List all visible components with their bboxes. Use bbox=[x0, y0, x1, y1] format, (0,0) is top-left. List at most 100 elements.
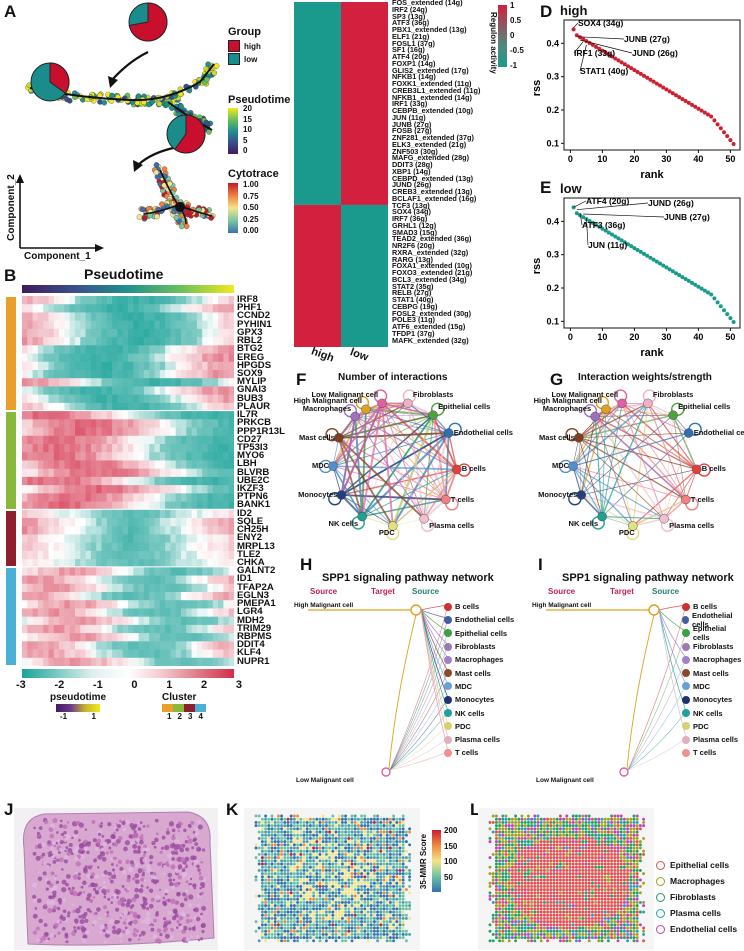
spatial-spot bbox=[260, 856, 264, 860]
spatial-spot bbox=[289, 833, 293, 837]
spatial-spot bbox=[305, 875, 309, 879]
spatial-spot bbox=[289, 820, 293, 824]
spatial-spot bbox=[344, 856, 348, 860]
heatmap-cell bbox=[43, 386, 49, 396]
heatmap-cell bbox=[212, 435, 219, 445]
heatmap-cell bbox=[228, 402, 234, 412]
spatial-spot bbox=[353, 840, 357, 844]
heatmap-cell bbox=[218, 312, 224, 322]
spatial-spot bbox=[302, 824, 306, 828]
rss-point bbox=[661, 263, 666, 268]
heatmap-cell bbox=[85, 649, 92, 659]
spatial-spot bbox=[260, 900, 264, 904]
regulon-label: ZNF503 (30g) bbox=[392, 146, 438, 156]
spatial-spot bbox=[305, 824, 309, 828]
spatial-spot bbox=[388, 894, 392, 898]
legend-dot bbox=[444, 748, 452, 757]
heatmap-cell bbox=[112, 608, 118, 618]
heatmap-cell bbox=[133, 485, 139, 494]
heatmap-cell bbox=[96, 444, 102, 453]
heatmap-cell bbox=[64, 641, 71, 650]
spatial-spot bbox=[382, 817, 386, 821]
rss-point bbox=[670, 269, 675, 274]
heatmap-cell bbox=[48, 320, 55, 330]
heatmap-cell bbox=[22, 394, 28, 404]
heatmap-cell bbox=[27, 320, 33, 330]
he-stain-spot bbox=[198, 875, 204, 881]
spatial-spot bbox=[296, 881, 300, 885]
heatmap-cell bbox=[96, 509, 102, 519]
he-stain-spot bbox=[84, 918, 89, 923]
heatmap-cell bbox=[175, 386, 182, 396]
rss-point bbox=[610, 54, 614, 59]
interaction-edge bbox=[663, 415, 674, 519]
he-stain-spot bbox=[170, 927, 175, 932]
heatmap-cell bbox=[48, 600, 55, 609]
heatmap-cell bbox=[96, 435, 102, 445]
regulon-label: FOXK1_extended (11g) bbox=[392, 79, 472, 88]
heatmap-cell bbox=[80, 485, 86, 494]
he-stain-spot bbox=[72, 903, 75, 907]
heatmap-cell bbox=[43, 616, 49, 626]
heatmap-cell bbox=[138, 444, 145, 453]
he-stain-spot bbox=[149, 861, 153, 865]
heatmap-cell bbox=[96, 501, 102, 511]
heatmap-cell bbox=[175, 583, 182, 593]
spatial-spot bbox=[264, 881, 268, 885]
heatmap-cell bbox=[186, 534, 192, 544]
heatmap-cell bbox=[212, 641, 219, 650]
rss-point bbox=[590, 220, 595, 225]
heatmap-cell bbox=[101, 649, 108, 659]
spatial-spot bbox=[388, 833, 392, 837]
he-stain-spot bbox=[191, 846, 195, 850]
heatmap-cell bbox=[112, 567, 118, 576]
spatial-spot bbox=[401, 859, 405, 863]
he-stain-spot bbox=[111, 895, 114, 899]
gene-label: IKZF3 bbox=[237, 483, 264, 495]
spatial-spot bbox=[347, 843, 351, 847]
heatmap-cell bbox=[128, 657, 134, 666]
spatial-spot bbox=[360, 865, 364, 869]
he-stain-spot bbox=[148, 903, 154, 909]
heatmap-cell bbox=[223, 370, 230, 379]
panel-c-xlabel-high: high bbox=[309, 345, 336, 365]
heatmap-cell bbox=[43, 509, 49, 519]
spatial-spot bbox=[270, 843, 274, 847]
signal-edge bbox=[627, 684, 687, 771]
spatial-spot bbox=[376, 840, 380, 844]
he-stain-spot bbox=[53, 905, 57, 910]
heatmap-cell bbox=[64, 567, 71, 576]
regulon-block-low-top bbox=[341, 2, 388, 205]
spatial-spot bbox=[353, 827, 357, 831]
spatial-spot bbox=[363, 817, 367, 821]
heatmap-cell bbox=[106, 583, 113, 593]
spatial-spot bbox=[331, 884, 335, 888]
heatmap-cell bbox=[128, 402, 134, 412]
spatial-spot bbox=[388, 907, 392, 911]
heatmap-cell bbox=[64, 633, 71, 642]
regulon-label: ZNF281_extended (37g) bbox=[392, 133, 474, 142]
panel-a-legend-group-high: high bbox=[228, 40, 261, 52]
spatial-spot bbox=[318, 904, 322, 908]
heatmap-cell bbox=[223, 427, 230, 437]
heatmap-cell bbox=[128, 608, 134, 618]
heatmap-cell bbox=[170, 509, 177, 519]
heatmap-cell bbox=[138, 649, 145, 659]
heatmap-cell bbox=[218, 353, 224, 363]
heatmap-cell bbox=[80, 345, 86, 354]
y-tick-label: 0.3 bbox=[546, 250, 559, 260]
spatial-spot bbox=[388, 843, 392, 847]
heatmap-cell bbox=[37, 304, 44, 313]
heatmap-cell bbox=[223, 444, 230, 453]
heatmap-cell bbox=[48, 370, 55, 379]
cell-node bbox=[328, 461, 338, 471]
spatial-spot bbox=[376, 830, 380, 834]
spatial-spot bbox=[280, 833, 284, 837]
heatmap-cell bbox=[170, 575, 177, 585]
heatmap-cell bbox=[181, 518, 187, 527]
heatmap-cell bbox=[170, 501, 177, 511]
he-stain-spot bbox=[134, 879, 140, 884]
heatmap-cell bbox=[106, 608, 113, 618]
spatial-spot bbox=[334, 843, 338, 847]
heatmap-cell bbox=[85, 493, 92, 502]
